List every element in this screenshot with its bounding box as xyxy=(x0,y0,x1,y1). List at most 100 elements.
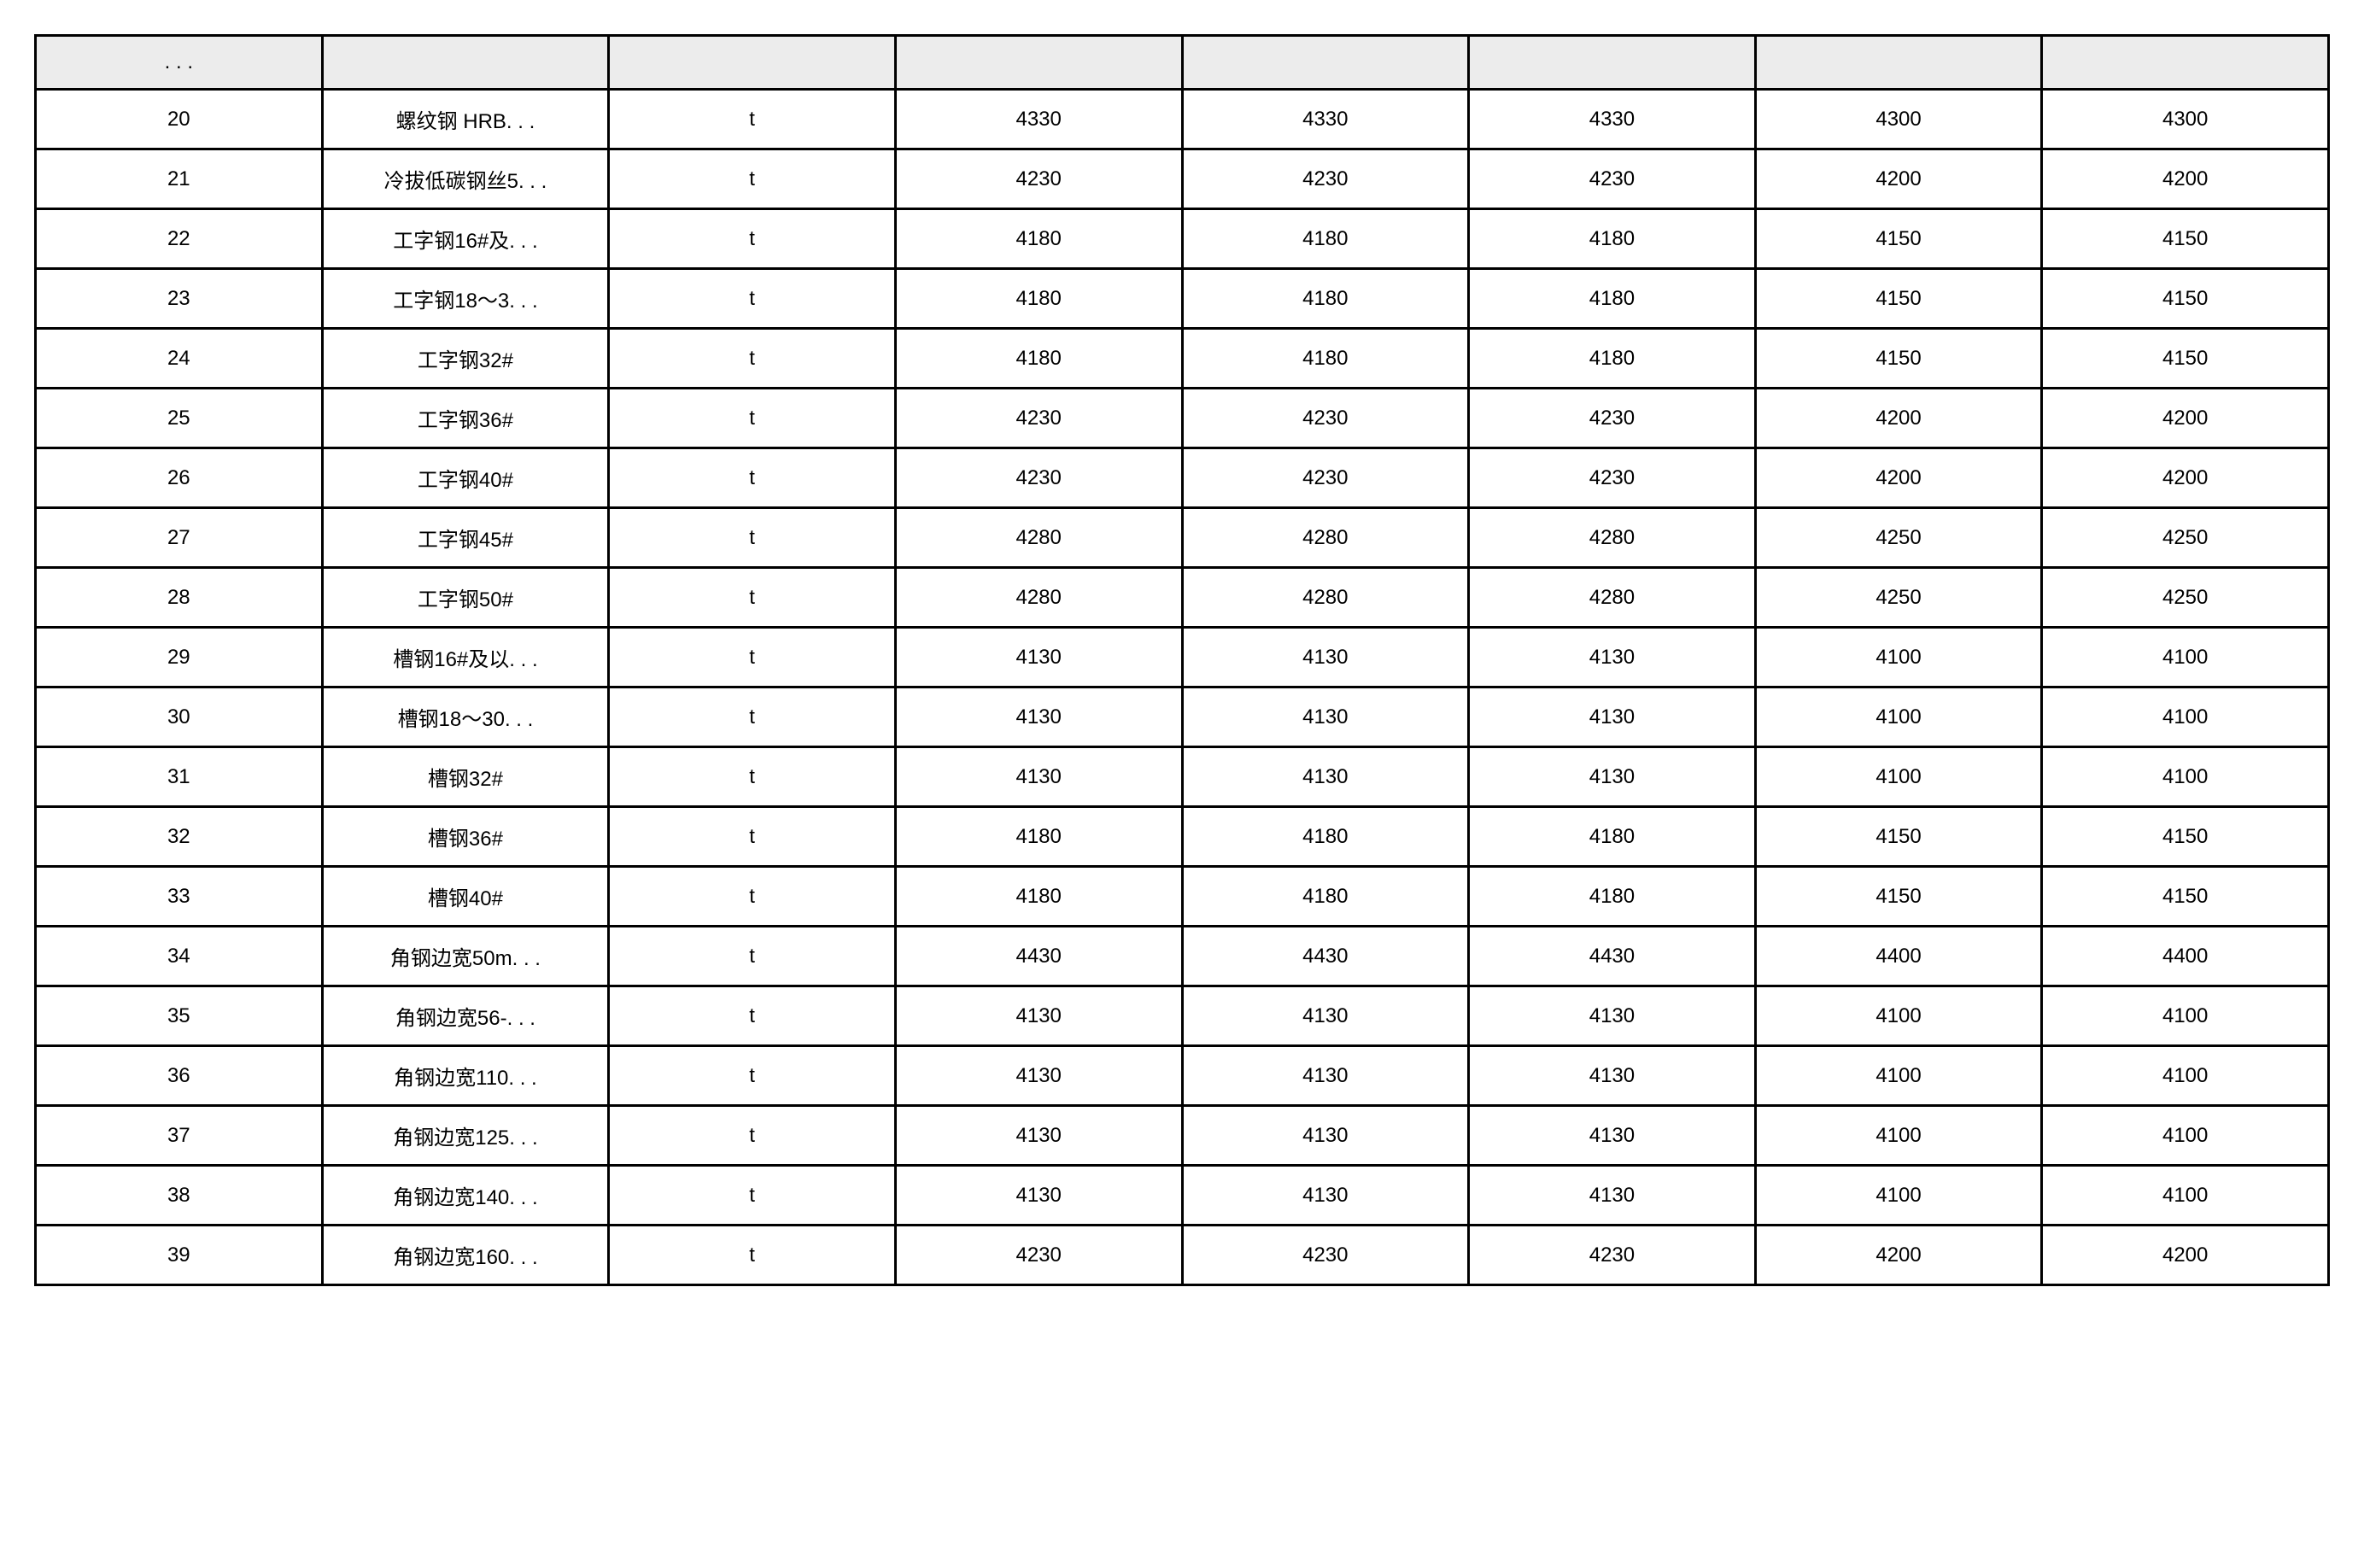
table-cell: t xyxy=(609,1046,896,1106)
table-cell: 4180 xyxy=(1469,867,1756,927)
table-cell: 4180 xyxy=(895,209,1182,269)
table-cell: 4100 xyxy=(1755,1166,2042,1226)
table-row: 20螺纹钢 HRB. . .t43304330433043004300 xyxy=(36,90,2329,149)
table-row: 31槽钢32#t41304130413041004100 xyxy=(36,747,2329,807)
table-cell: 工字钢32# xyxy=(322,329,609,389)
table-cell: 37 xyxy=(36,1106,323,1166)
table-cell: 4130 xyxy=(1469,628,1756,687)
table-cell: 4330 xyxy=(895,90,1182,149)
table-cell: 36 xyxy=(36,1046,323,1106)
table-header-cell xyxy=(322,36,609,90)
table-cell: 4400 xyxy=(1755,927,2042,986)
table-cell: 4230 xyxy=(1182,1226,1469,1285)
table-header-cell xyxy=(1182,36,1469,90)
table-cell: t xyxy=(609,90,896,149)
table-cell: 工字钢50# xyxy=(322,568,609,628)
table-row: 25工字钢36#t42304230423042004200 xyxy=(36,389,2329,448)
table-row: 22工字钢16#及. . .t41804180418041504150 xyxy=(36,209,2329,269)
table-cell: 26 xyxy=(36,448,323,508)
table-cell: 角钢边宽125. . . xyxy=(322,1106,609,1166)
table-body: 20螺纹钢 HRB. . .t4330433043304300430021冷拔低… xyxy=(36,90,2329,1285)
table-cell: t xyxy=(609,448,896,508)
table-cell: 4100 xyxy=(2042,628,2329,687)
table-cell: 角钢边宽56-. . . xyxy=(322,986,609,1046)
table-cell: 35 xyxy=(36,986,323,1046)
table-cell: 38 xyxy=(36,1166,323,1226)
table-cell: 4230 xyxy=(1469,1226,1756,1285)
table-header: . . . xyxy=(36,36,2329,90)
table-cell: 4180 xyxy=(895,867,1182,927)
table-cell: 工字钢18～3. . . xyxy=(322,269,609,329)
table-cell: 4280 xyxy=(895,508,1182,568)
table-cell: 4250 xyxy=(1755,568,2042,628)
table-cell: 4200 xyxy=(2042,1226,2329,1285)
table-cell: 角钢边宽50m. . . xyxy=(322,927,609,986)
table-header-cell xyxy=(2042,36,2329,90)
table-row: 29槽钢16#及以. . .t41304130413041004100 xyxy=(36,628,2329,687)
table-cell: 4100 xyxy=(2042,1046,2329,1106)
table-cell: t xyxy=(609,807,896,867)
table-cell: 20 xyxy=(36,90,323,149)
table-cell: t xyxy=(609,389,896,448)
table-header-cell xyxy=(895,36,1182,90)
table-cell: 工字钢40# xyxy=(322,448,609,508)
table-cell: t xyxy=(609,209,896,269)
table-cell: 4150 xyxy=(2042,209,2329,269)
table-cell: 4280 xyxy=(1182,568,1469,628)
table-cell: 34 xyxy=(36,927,323,986)
table-cell: 4130 xyxy=(1469,687,1756,747)
table-cell: 27 xyxy=(36,508,323,568)
table-row: 27工字钢45#t42804280428042504250 xyxy=(36,508,2329,568)
table-cell: 4180 xyxy=(1469,329,1756,389)
table-row: 28工字钢50#t42804280428042504250 xyxy=(36,568,2329,628)
table-cell: t xyxy=(609,1106,896,1166)
table-cell: 4430 xyxy=(895,927,1182,986)
table-cell: 4100 xyxy=(2042,747,2329,807)
table-cell: 30 xyxy=(36,687,323,747)
table-cell: 4230 xyxy=(1182,149,1469,209)
table-cell: 4230 xyxy=(895,149,1182,209)
table-cell: 4430 xyxy=(1182,927,1469,986)
table-cell: t xyxy=(609,568,896,628)
table-cell: 槽钢36# xyxy=(322,807,609,867)
table-cell: 工字钢36# xyxy=(322,389,609,448)
table-cell: 4130 xyxy=(1469,1046,1756,1106)
table-cell: t xyxy=(609,1226,896,1285)
table-cell: 22 xyxy=(36,209,323,269)
table-cell: 32 xyxy=(36,807,323,867)
table-cell: 4100 xyxy=(1755,1046,2042,1106)
table-cell: 4180 xyxy=(1469,209,1756,269)
table-cell: 4130 xyxy=(895,1166,1182,1226)
table-cell: 4100 xyxy=(2042,1106,2329,1166)
table-row: 38角钢边宽140. . .t41304130413041004100 xyxy=(36,1166,2329,1226)
table-cell: 槽钢18～30. . . xyxy=(322,687,609,747)
table-cell: 4130 xyxy=(1469,1106,1756,1166)
table-cell: 4100 xyxy=(1755,628,2042,687)
table-cell: 冷拔低碳钢丝5. . . xyxy=(322,149,609,209)
table-cell: 4330 xyxy=(1469,90,1756,149)
table-cell: 4200 xyxy=(2042,389,2329,448)
table-cell: 4100 xyxy=(1755,747,2042,807)
table-cell: 4100 xyxy=(1755,687,2042,747)
table-cell: 24 xyxy=(36,329,323,389)
table-cell: 4300 xyxy=(2042,90,2329,149)
table-cell: 4150 xyxy=(2042,807,2329,867)
table-cell: 4280 xyxy=(1469,568,1756,628)
table-cell: 4200 xyxy=(2042,149,2329,209)
table-row: 32槽钢36#t41804180418041504150 xyxy=(36,807,2329,867)
table-cell: 4150 xyxy=(2042,867,2329,927)
table-cell: 4130 xyxy=(1469,747,1756,807)
table-cell: 4230 xyxy=(1182,389,1469,448)
table-cell: 23 xyxy=(36,269,323,329)
table-cell: t xyxy=(609,269,896,329)
table-cell: 螺纹钢 HRB. . . xyxy=(322,90,609,149)
table-cell: 4130 xyxy=(895,1106,1182,1166)
table-cell: 31 xyxy=(36,747,323,807)
table-cell: t xyxy=(609,687,896,747)
table-row: 26工字钢40#t42304230423042004200 xyxy=(36,448,2329,508)
table-row: 34角钢边宽50m. . .t44304430443044004400 xyxy=(36,927,2329,986)
table-cell: 4150 xyxy=(2042,329,2329,389)
table-cell: 4180 xyxy=(1182,867,1469,927)
table-cell: 角钢边宽110. . . xyxy=(322,1046,609,1106)
table-row: 33槽钢40#t41804180418041504150 xyxy=(36,867,2329,927)
